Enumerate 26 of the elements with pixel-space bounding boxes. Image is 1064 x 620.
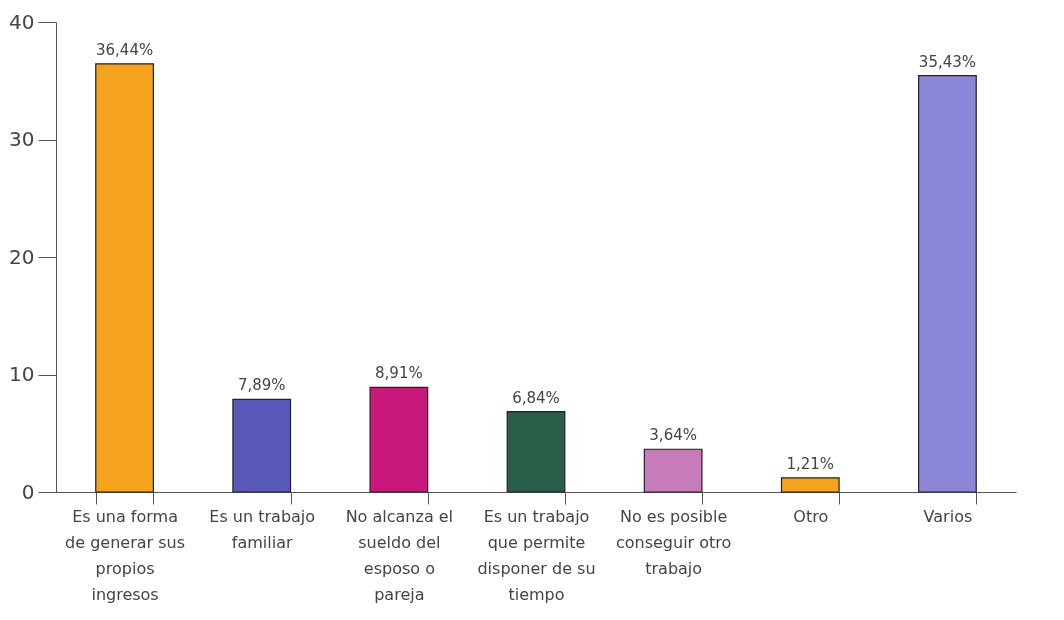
data-label: 7,89%	[237, 376, 286, 395]
y-tick-label: 30	[9, 127, 35, 151]
data-label: 1,21%	[786, 454, 835, 473]
x-tick-label: Es un trabajo familiar	[209, 506, 316, 552]
data-label: 35,43%	[918, 52, 977, 71]
bar	[232, 398, 292, 493]
x-tick-label: Es un trabajo que permite disponer de su tiempo	[477, 506, 596, 604]
x-tick-label: Es una forma de generar sus propios ingresos	[65, 506, 186, 604]
data-label: 8,91%	[375, 364, 423, 383]
y-tick-label: 40	[9, 9, 35, 34]
x-tick-label: Otro	[793, 506, 829, 526]
y-tick-label: 0	[21, 479, 35, 504]
bar	[369, 386, 429, 493]
x-tick-label: No alcanza el sueldo del esposo o pareja	[345, 506, 454, 604]
bar	[643, 448, 703, 493]
x-tick-label: Varios	[923, 506, 973, 526]
bar	[780, 477, 840, 493]
data-label: 36,44%	[95, 40, 154, 59]
y-tick-label: 20	[9, 244, 35, 269]
bar	[918, 75, 977, 493]
bar	[506, 411, 566, 493]
data-label: 3,64%	[649, 426, 697, 445]
y-tick-label: 10	[9, 362, 35, 386]
bar	[95, 63, 154, 493]
data-label: 6,84%	[512, 388, 560, 407]
x-tick-label: No es posible conseguir otro trabajo	[615, 506, 732, 578]
